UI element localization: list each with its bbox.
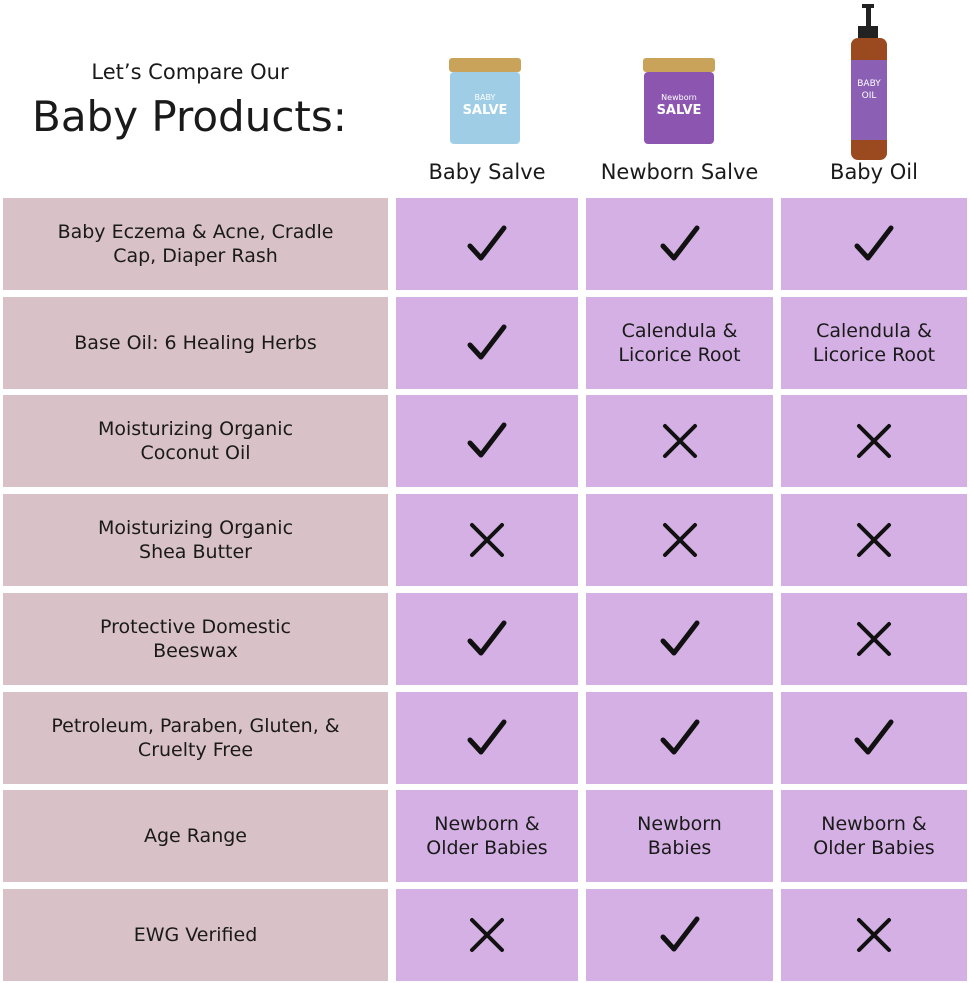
cell-text: Licorice Root [812,343,936,366]
intro: Let’s Compare Our [91,60,289,84]
value-cell [586,691,773,784]
cross-mark [662,424,697,459]
cell-text: Newborn & [821,813,927,836]
value-cell [396,395,578,488]
value-cell [586,395,773,488]
feature-text: Age Range [143,825,247,848]
product-images: BABY SALVE Newborn SALVE BABY OIL [449,4,887,160]
check-mark [467,225,507,261]
value-cell [781,494,967,587]
value-cell [586,592,773,685]
check-mark [467,422,507,458]
feature-text: Coconut Oil [140,442,251,465]
cell-text: Older Babies [426,837,548,860]
feature-text: Petroleum, Paraben, Gluten, & [51,714,340,737]
feature-text: Shea Butter [139,541,252,564]
bottle-label: BABY [857,79,881,89]
value-cell: Calendula & Licorice Root [781,296,967,389]
value-cell [781,592,967,685]
jar-label: BABY [475,93,496,102]
value-cell: Newborn & Older Babies [781,790,967,883]
feature-text: Cap, Diaper Rash [113,245,278,267]
value-cell [781,888,967,981]
value-cell [781,198,967,290]
value-cell [781,395,967,488]
baby-oil-bottle: BABY OIL [851,4,887,160]
feature-text: EWG Verified [133,923,258,946]
feature-text: Base Oil: 6 Healing Herbs [74,331,317,354]
check-mark [467,719,507,754]
value-cell [396,592,578,685]
value-cell [396,888,578,981]
feature-text: Baby Eczema & Acne, Cradle [57,221,334,243]
value-cell [396,494,578,587]
value-cell [396,691,578,784]
cross-mark [857,424,891,459]
value-cell [396,198,578,290]
cell-text: Calendula & [621,319,738,342]
cell-text: Babies [647,837,712,860]
cross-mark [470,523,504,558]
check-mark [467,620,507,656]
feature-text: Moisturizing Organic [97,517,294,540]
feature-cell: Base Oil: 6 Healing Herbs [3,296,388,389]
cross-mark [857,523,891,558]
feature-text: Protective Domestic [100,615,291,638]
baby-salve-jar: BABY SALVE [449,58,521,144]
cell-text: Licorice Root [618,343,741,366]
cell-text: Newborn [637,813,722,836]
jar-label: Newborn [661,93,697,102]
check-mark [660,225,699,261]
newborn-salve-jar: Newborn SALVE [643,58,715,144]
check-mark [660,719,699,754]
check-mark [660,916,699,952]
value-cell [586,198,773,290]
value-cell: Newborn Babies [586,790,773,883]
value-cell [396,296,578,389]
feature-cell: Baby Eczema & Acne, Cradle Cap, Diaper Ra… [3,198,388,290]
feature-cell: Moisturizing Organic Coconut Oil [3,395,388,488]
product-name: Baby Oil [830,160,918,184]
feature-cell: Moisturizing Organic Shea Butter [3,494,388,587]
check-mark [467,324,507,360]
cross-mark [857,917,891,952]
cell-text: Newborn & [434,813,540,836]
cell-text: Calendula & [816,319,932,342]
cross-mark [857,621,891,656]
cross-mark [470,917,504,952]
feature-cell: EWG Verified [3,888,388,981]
check-mark [854,225,894,261]
feature-text: Beeswax [153,639,238,662]
cross-mark [662,523,697,558]
feature-cell: Petroleum, Paraben, Gluten, & Cruelty Fre… [3,691,388,784]
feature-text: Cruelty Free [137,738,254,761]
value-cell: Calendula & Licorice Root [586,296,773,389]
feature-cell: Age Range [3,790,388,883]
feature-text: Moisturizing Organic [97,418,294,441]
check-mark [660,620,699,656]
bottle-label: OIL [862,91,877,101]
value-cell: Newborn & Older Babies [396,790,578,883]
jar-label: SALVE [657,103,702,118]
value-cell [586,888,773,981]
feature-cell: Protective Domestic Beeswax [3,592,388,685]
value-cell [586,494,773,587]
product-name: Newborn Salve [600,160,759,184]
jar-label: SALVE [463,103,508,118]
value-cell [781,691,967,784]
product-name: Baby Salve [428,160,546,184]
title: Baby Products: [32,92,347,141]
check-mark [854,719,894,754]
cell-text: Older Babies [813,837,935,860]
